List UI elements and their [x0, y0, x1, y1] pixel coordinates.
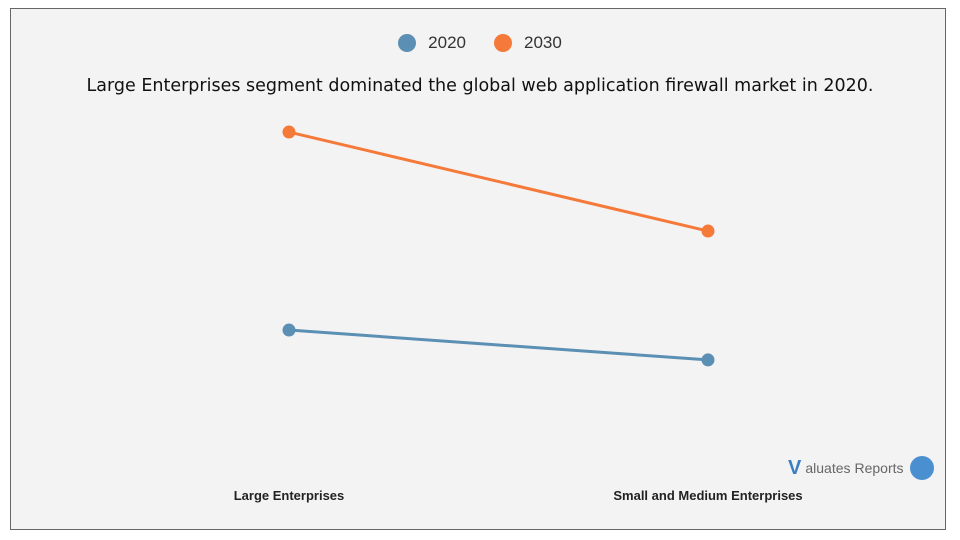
- legend: 2020 2030: [0, 33, 960, 53]
- x-tick-label: Small and Medium Enterprises: [613, 488, 802, 503]
- data-point-2030-0[interactable]: [282, 125, 296, 139]
- series-line-2020: [288, 328, 709, 362]
- data-point-2020-0[interactable]: [282, 323, 296, 337]
- series-line-2030: [288, 130, 709, 233]
- legend-label: 2020: [428, 33, 466, 52]
- legend-item-2020[interactable]: 2020: [398, 33, 466, 53]
- chart-title: Large Enterprises segment dominated the …: [86, 76, 874, 96]
- chart-frame: [10, 8, 946, 530]
- legend-marker: [494, 34, 512, 52]
- logo-reports: Reports: [854, 460, 904, 476]
- data-point-2020-1[interactable]: [701, 353, 715, 367]
- logo-text: aluates: [805, 460, 851, 476]
- x-tick-label: Large Enterprises: [234, 488, 345, 503]
- data-point-2030-1[interactable]: [701, 224, 715, 238]
- legend-marker: [398, 34, 417, 52]
- legend-item-2030[interactable]: 2030: [494, 33, 562, 53]
- legend-label: 2030: [524, 33, 562, 52]
- logo-globe-icon: [909, 456, 934, 480]
- logo-v: V: [788, 456, 802, 479]
